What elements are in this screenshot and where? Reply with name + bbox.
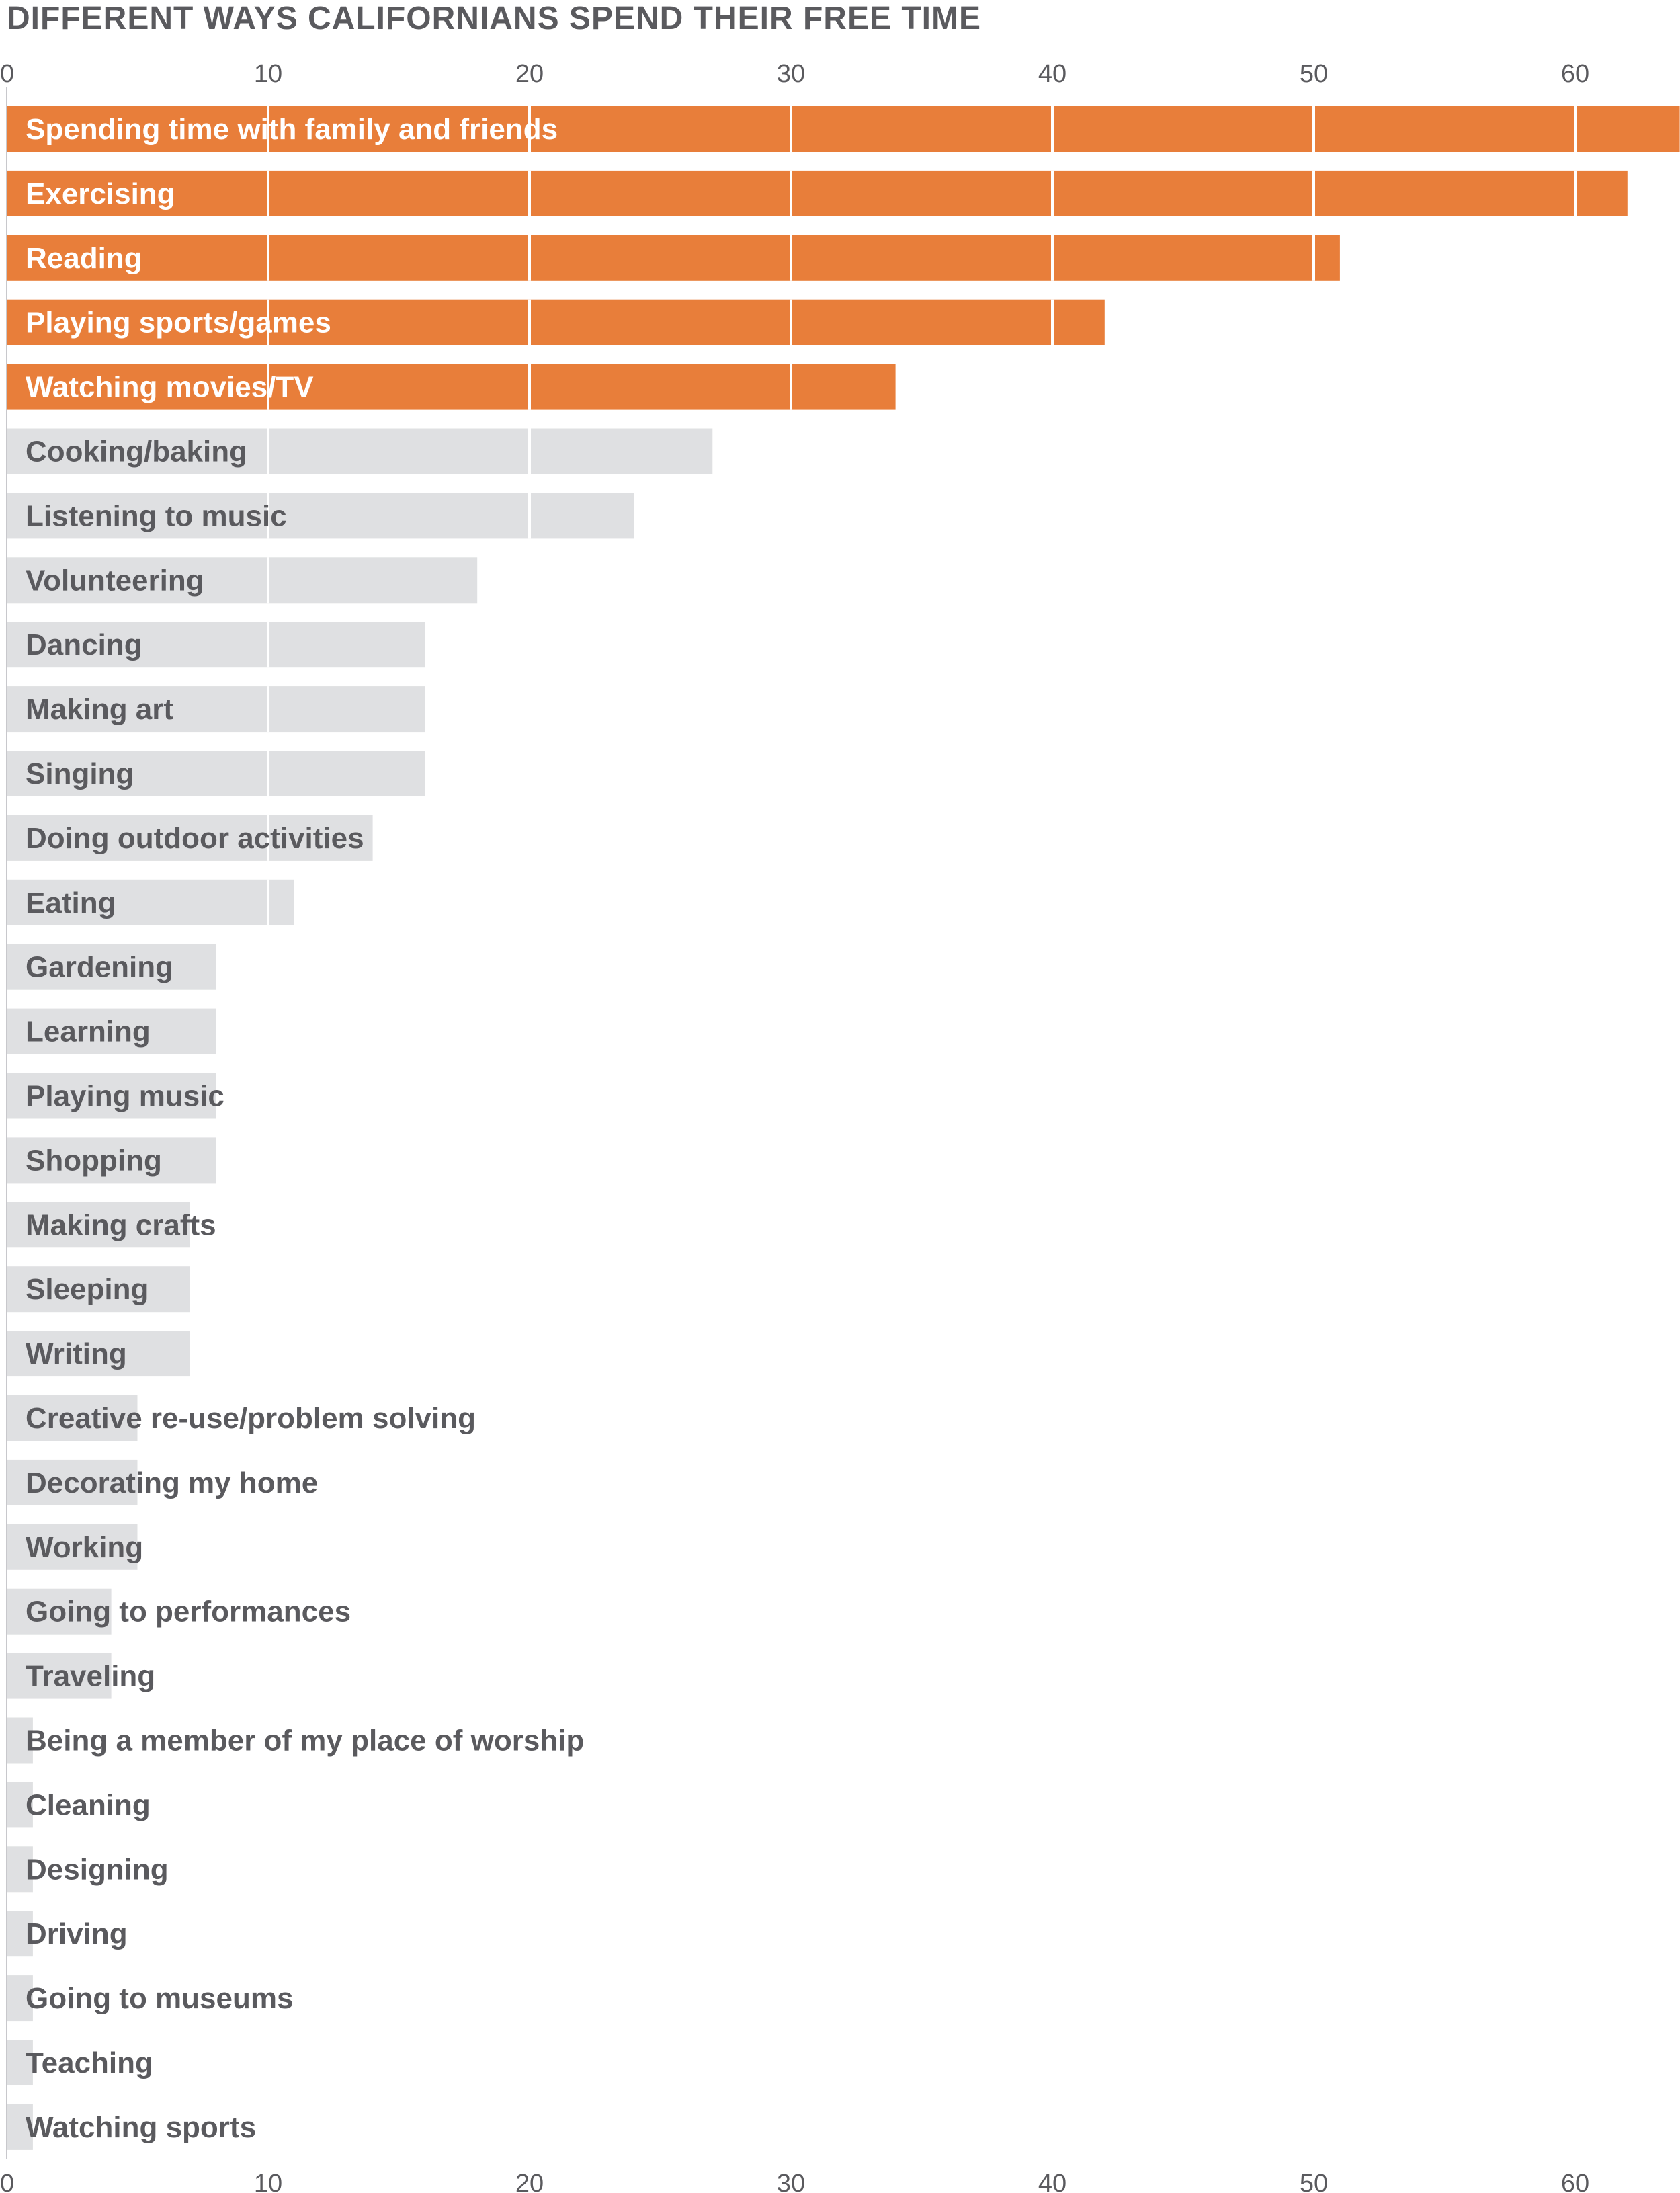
bar-label-shopping: Shopping <box>26 1144 162 1177</box>
bottom-tick-label-20: 20 <box>515 2169 544 2193</box>
bar-label-decorating-my-home: Decorating my home <box>26 1466 318 1499</box>
bar-exercising <box>7 170 1628 216</box>
bottom-tick-label-60: 60 <box>1561 2169 1589 2193</box>
top-axis-ticks: 0 10 20 30 40 50 60 <box>0 60 1589 88</box>
bar-going-to-performances <box>7 1588 112 1635</box>
bottom-tick-label-40: 40 <box>1038 2169 1066 2193</box>
bar-label-working: Working <box>26 1531 143 1564</box>
top-tick-label-50: 50 <box>1300 60 1328 88</box>
bar-label-traveling: Traveling <box>26 1660 155 1693</box>
bar-label-reading: Reading <box>26 242 142 275</box>
bar-volunteering <box>7 557 478 604</box>
bar-shopping <box>7 1137 216 1184</box>
bar-label-gardening: Gardening <box>26 951 173 984</box>
bar-label-playing-music: Playing music <box>26 1080 224 1113</box>
bar-labels: Spending time with family and friends Exe… <box>26 113 584 2144</box>
bar-label-listening-to-music: Listening to music <box>26 499 287 532</box>
bar-traveling <box>7 1653 112 1699</box>
bar-label-going-to-museums: Going to museums <box>26 1982 293 2015</box>
bottom-tick-label-10: 10 <box>254 2169 282 2193</box>
bar-singing <box>7 751 425 796</box>
bar-label-being-a-member-of-my-place-of-worship: Being a member of my place of worship <box>26 1725 584 1757</box>
bar-label-writing: Writing <box>26 1337 127 1370</box>
bar-creative-re-use-problem-solving <box>7 1395 138 1441</box>
bar-decorating-my-home <box>7 1459 138 1505</box>
gridlines <box>267 106 1577 925</box>
bottom-tick-label-50: 50 <box>1300 2169 1328 2193</box>
bottom-tick-label-0: 0 <box>0 2169 14 2193</box>
bar-label-spending-time-with-family-and-friends: Spending time with family and friends <box>26 113 558 146</box>
bar-eating <box>7 879 294 925</box>
bar-playing-music <box>7 1073 216 1119</box>
bar-label-watching-sports: Watching sports <box>26 2111 256 2144</box>
bar-cleaning <box>7 1782 33 1828</box>
bar-dancing <box>7 622 425 668</box>
bar-spending-time-with-family-and-friends <box>7 106 1680 152</box>
top-tick-label-20: 20 <box>515 60 544 88</box>
bar-cooking-baking <box>7 428 713 474</box>
bar-label-going-to-performances: Going to performances <box>26 1596 351 1628</box>
bar-watching-sports <box>7 2104 33 2150</box>
bar-label-driving: Driving <box>26 1917 128 1950</box>
bar-label-exercising: Exercising <box>26 177 175 210</box>
bar-watching-movies-tv <box>7 364 896 410</box>
bar-label-designing: Designing <box>26 1853 169 1886</box>
bar-teaching <box>7 2040 33 2085</box>
bar-doing-outdoor-activities <box>7 815 373 861</box>
bottom-tick-label-30: 30 <box>777 2169 805 2193</box>
bars <box>6 87 1680 2159</box>
bar-reading <box>7 235 1340 281</box>
bar-going-to-museums <box>7 1975 33 2022</box>
bar-being-a-member-of-my-place-of-worship <box>7 1717 33 1764</box>
bar-label-cleaning: Cleaning <box>26 1788 151 1821</box>
bar-label-watching-movies-tv: Watching movies/TV <box>26 371 314 404</box>
bar-making-art <box>7 686 425 733</box>
bar-label-eating: Eating <box>26 886 116 919</box>
bar-label-playing-sports-games: Playing sports/games <box>26 306 331 339</box>
bar-label-teaching: Teaching <box>26 2046 153 2079</box>
bar-label-singing: Singing <box>26 757 134 790</box>
bar-label-dancing: Dancing <box>26 628 142 661</box>
bar-gardening <box>7 944 216 990</box>
bar-label-learning: Learning <box>26 1016 151 1048</box>
bar-label-volunteering: Volunteering <box>26 564 204 597</box>
top-tick-label-60: 60 <box>1561 60 1589 88</box>
bottom-axis-ticks: 0 10 20 30 40 50 60 <box>0 2169 1589 2193</box>
bar-label-cooking-baking: Cooking/baking <box>26 436 247 468</box>
top-tick-label-0: 0 <box>0 60 14 88</box>
top-tick-label-10: 10 <box>254 60 282 88</box>
bar-playing-sports-games <box>7 299 1105 345</box>
bar-designing <box>7 1846 33 1893</box>
bar-learning <box>7 1008 216 1054</box>
bar-label-sleeping: Sleeping <box>26 1273 149 1306</box>
bar-driving <box>7 1911 33 1957</box>
bar-sleeping <box>7 1266 190 1313</box>
bar-label-making-crafts: Making crafts <box>26 1208 216 1241</box>
chart-title: DIFFERENT WAYS CALIFORNIANS SPEND THEIR … <box>7 1 981 36</box>
bar-label-creative-re-use-problem-solving: Creative re-use/problem solving <box>26 1402 476 1435</box>
bar-making-crafts <box>7 1202 190 1248</box>
bar-label-doing-outdoor-activities: Doing outdoor activities <box>26 822 364 855</box>
bar-label-making-art: Making art <box>26 693 173 726</box>
bar-working <box>7 1524 138 1570</box>
top-tick-label-40: 40 <box>1038 60 1066 88</box>
top-tick-label-30: 30 <box>777 60 805 88</box>
bar-writing <box>7 1331 190 1377</box>
